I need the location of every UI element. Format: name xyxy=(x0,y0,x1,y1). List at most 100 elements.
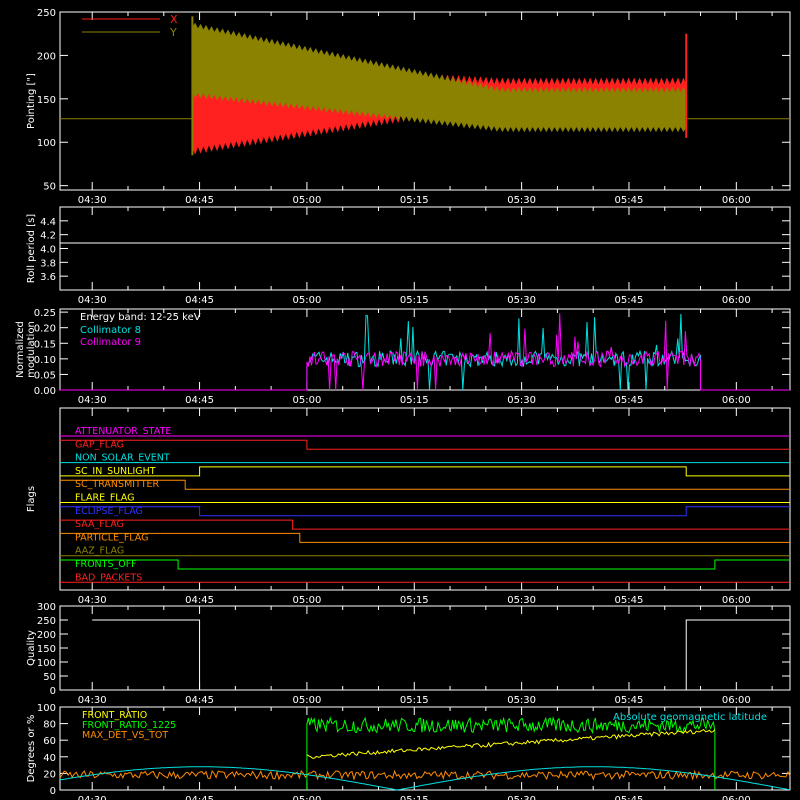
quality-series xyxy=(92,619,790,691)
x-tick-label: 05:00 xyxy=(292,295,321,306)
legend-label-max-det-vs-tot: MAX_DET_VS_TOT xyxy=(82,730,168,741)
y-tick-label: 80 xyxy=(43,720,56,731)
x-tick-label: 04:30 xyxy=(78,195,107,206)
panel-1: 04:30 04:45 05:00 05:15 05:30 05:45 06:00 50 100… xyxy=(26,8,791,206)
panel-frame xyxy=(59,11,791,191)
x-tick-label: 05:15 xyxy=(400,195,429,206)
panel-5: 04:30 04:45 05:00 05:15 05:30 05:45 06:00 0 50 10… xyxy=(26,602,791,706)
panel-frame xyxy=(59,308,791,391)
y-tick-label: 0.25 xyxy=(34,308,56,319)
y-tick-label: 300 xyxy=(37,602,56,613)
legend-label-y: Y xyxy=(169,26,177,39)
flag-label: BAD_PACKETS xyxy=(75,572,142,583)
panel-frame xyxy=(59,407,791,591)
flag-sc-transmitter-line xyxy=(60,479,790,490)
x-tick-label: 06:00 xyxy=(722,795,751,800)
y-tick-label: 50 xyxy=(43,182,56,193)
flag-sc-in-sunlight-line xyxy=(60,466,790,477)
legend-label-front-ratio: FRONT_RATIO xyxy=(82,710,147,721)
x-tick-label: 05:15 xyxy=(400,395,429,406)
x-tick-label: 05:15 xyxy=(400,595,429,606)
x-tick-label: 05:45 xyxy=(615,695,644,706)
x-tick-label: 06:00 xyxy=(722,295,751,306)
x-tick-label: 05:00 xyxy=(292,795,321,800)
flag-label: FLARE_FLAG xyxy=(75,493,135,504)
x-tick-label: 05:15 xyxy=(400,295,429,306)
legend-label-collimator-9: Collimator 9 xyxy=(80,337,141,348)
y-tick-label: 0 xyxy=(50,686,56,697)
x-tick-label: 05:45 xyxy=(615,395,644,406)
x-tick-label: 04:30 xyxy=(78,795,107,800)
x-tick-label: 05:30 xyxy=(507,195,536,206)
y-tick-label: 0.05 xyxy=(34,370,56,381)
x-tick-label: 05:30 xyxy=(507,295,536,306)
y-axis-label: Quality xyxy=(26,630,37,666)
x-tick-label: 05:30 xyxy=(507,695,536,706)
y-tick-label: 150 xyxy=(37,644,56,655)
x-tick-label: 05:45 xyxy=(615,795,644,800)
y-axis-label: Roll period [s] xyxy=(26,214,37,283)
geomagnetic-latitude-series xyxy=(59,766,791,791)
flag-eclipse-flag-line xyxy=(60,506,790,517)
max-det-vs-tot-series xyxy=(59,769,791,781)
flag-label: SC_TRANSMITTER xyxy=(75,479,160,490)
x-tick-label: 05:00 xyxy=(292,595,321,606)
y-tick-label: 20 xyxy=(43,769,56,780)
x-tick-label: 04:45 xyxy=(185,195,214,206)
y-tick-label: 4.4 xyxy=(40,217,56,228)
y-tick-label: 0.15 xyxy=(34,339,56,350)
y-axis-label: modulation xyxy=(26,321,37,378)
x-tick-label: 05:30 xyxy=(507,795,536,800)
y-axis-label: Normalized xyxy=(15,321,26,378)
y-tick-label: 100 xyxy=(37,703,56,714)
x-tick-label: 05:15 xyxy=(400,795,429,800)
y-tick-label: 200 xyxy=(37,51,56,62)
x-tick-label: 04:30 xyxy=(78,695,107,706)
x-tick-label: 04:45 xyxy=(185,795,214,800)
x-tick-label: 05:15 xyxy=(400,695,429,706)
y-tick-label: 0.10 xyxy=(34,355,56,366)
x-tick-label: 05:30 xyxy=(507,395,536,406)
x-tick-label: 04:30 xyxy=(78,295,107,306)
flag-label: AAZ_FLAG xyxy=(75,546,124,557)
y-tick-label: 200 xyxy=(37,630,56,641)
x-tick-label: 04:45 xyxy=(185,595,214,606)
flag-label: GAP_FLAG xyxy=(75,439,124,450)
panel-frame xyxy=(59,706,791,791)
legend-label-front-ratio-1225: FRONT_RATIO_1225 xyxy=(82,720,176,731)
panel-4: 04:30 04:45 05:00 05:15 05:30 05:45 06:00 Flags… xyxy=(26,407,791,606)
x-tick-label: 04:45 xyxy=(185,395,214,406)
flag-label: ECLIPSE_FLAG xyxy=(75,506,143,517)
legend-label-collimator-8: Collimator 8 xyxy=(80,325,141,336)
flag-gap-flag-line xyxy=(60,439,790,450)
y-tick-label: 250 xyxy=(37,8,56,19)
geomagnetic-latitude-label: Absolute geomagnetic latitude xyxy=(613,712,767,723)
front-ratio-series xyxy=(306,728,716,759)
x-tick-label: 04:45 xyxy=(185,695,214,706)
y-tick-label: 3.6 xyxy=(40,272,56,283)
panel-6: 04:30 04:45 05:00 05:15 05:30 05:45 06:00 0 20 40… xyxy=(26,703,791,800)
panel-3: 04:30 04:45 05:00 05:15 05:30 05:45 06:00 0.00 0… xyxy=(15,308,791,406)
x-tick-label: 05:00 xyxy=(292,195,321,206)
flag-label: SAA_FLAG xyxy=(75,519,124,530)
y-axis-label: Pointing ["] xyxy=(26,73,37,129)
x-tick-label: 05:00 xyxy=(292,695,321,706)
x-tick-label: 05:45 xyxy=(615,195,644,206)
y-axis-label: Flags xyxy=(26,486,37,512)
flag-label: SC_IN_SUNLIGHT xyxy=(75,466,156,477)
y-tick-label: 3.8 xyxy=(40,258,56,269)
y-axis-label: Degrees or % xyxy=(26,715,37,783)
collimator-9-series xyxy=(60,313,790,391)
x-tick-label: 04:45 xyxy=(185,295,214,306)
x-tick-label: 04:30 xyxy=(78,395,107,406)
front-ratio-1225-series xyxy=(306,716,716,791)
flag-saa-flag-line xyxy=(60,519,790,530)
y-tick-label: 0 xyxy=(50,786,56,797)
x-tick-label: 05:45 xyxy=(615,295,644,306)
x-tick-label: 05:30 xyxy=(507,595,536,606)
y-tick-label: 0.00 xyxy=(34,386,56,397)
flag-particle-flag-line xyxy=(60,532,790,543)
x-tick-label: 06:00 xyxy=(722,395,751,406)
